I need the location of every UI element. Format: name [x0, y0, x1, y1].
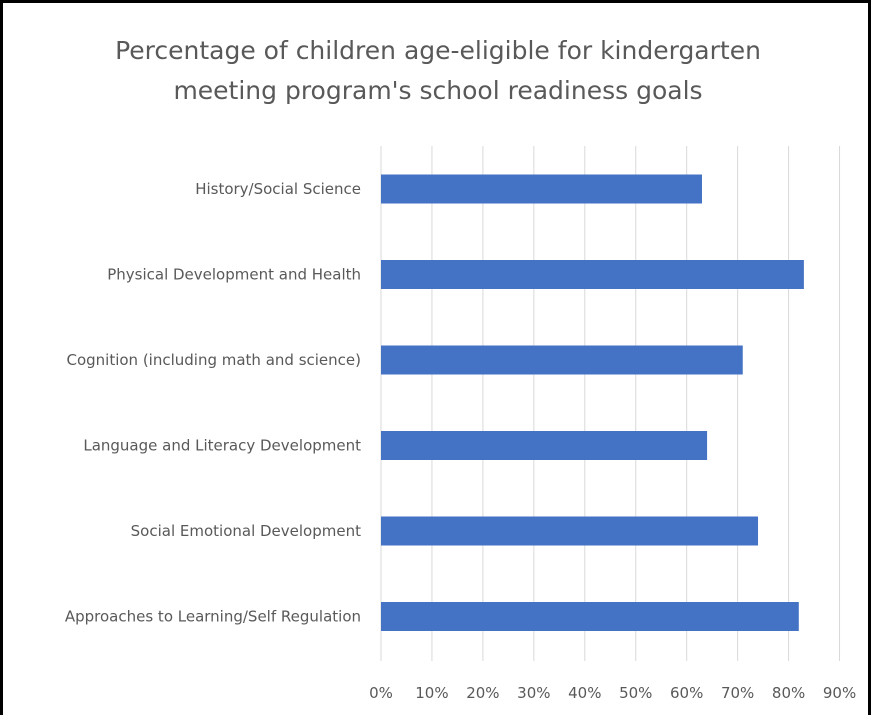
x-tick-label: 40% [568, 684, 601, 702]
category-label: Physical Development and Health [107, 266, 361, 284]
chart-title-line-2: meeting program's school readiness goals [173, 76, 703, 105]
bar [381, 260, 804, 289]
category-label: Cognition (including math and science) [66, 351, 361, 369]
x-tick-label: 60% [670, 684, 703, 702]
x-tick-label: 0% [369, 684, 393, 702]
bars [381, 174, 804, 631]
category-label: Social Emotional Development [131, 522, 361, 540]
x-tick-label: 20% [466, 684, 499, 702]
x-tick-label: 10% [415, 684, 448, 702]
x-tick-label: 30% [517, 684, 550, 702]
x-tick-label: 90% [823, 684, 856, 702]
bar [381, 431, 708, 460]
category-label: History/Social Science [195, 180, 361, 198]
category-label: Language and Literacy Development [83, 437, 361, 455]
bar [381, 602, 799, 631]
x-axis-tick-labels: 0% 10% 20% 30% 40% 50% 60% 70% 80% 90% [369, 684, 856, 702]
chart-title-line-1: Percentage of children age-eligible for … [115, 36, 761, 65]
gridlines [380, 146, 841, 661]
x-tick-label: 70% [721, 684, 754, 702]
category-label: Approaches to Learning/Self Regulation [65, 608, 361, 626]
chart-title: Percentage of children age-eligible for … [23, 31, 853, 111]
bar-chart-plot: History/Social Science Physical Developme… [65, 146, 856, 702]
bar [381, 345, 743, 375]
x-tick-label: 80% [772, 684, 805, 702]
bar [381, 516, 759, 546]
bar [381, 174, 702, 204]
category-labels: History/Social Science Physical Developme… [65, 180, 361, 626]
x-tick-label: 50% [619, 684, 652, 702]
